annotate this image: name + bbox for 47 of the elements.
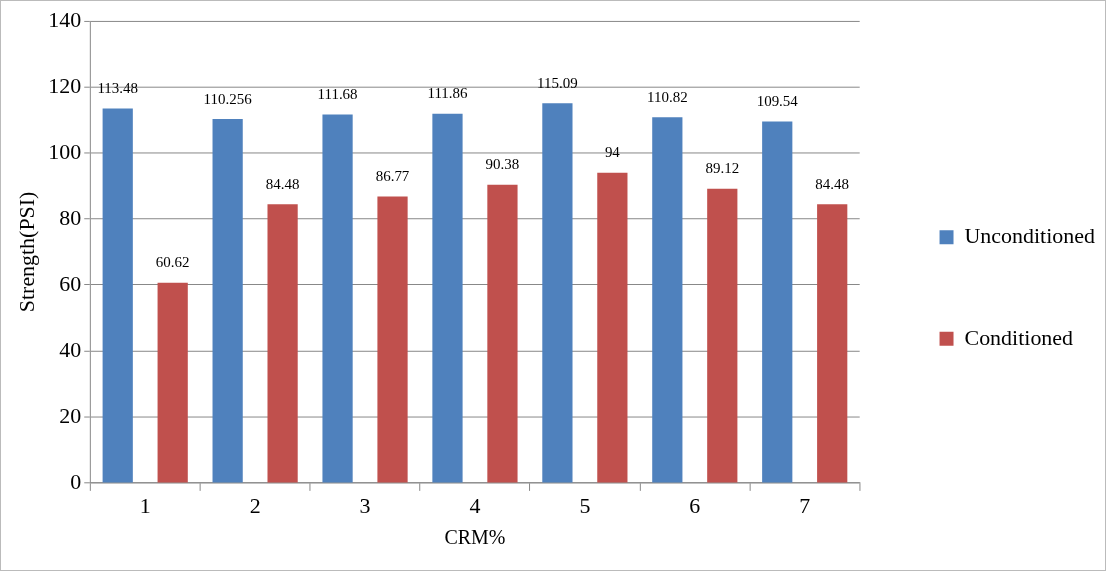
x-tick-label: 5 (579, 492, 591, 518)
y-tick-label: 0 (70, 468, 82, 494)
bar (542, 103, 573, 483)
bar (267, 204, 298, 483)
x-tick-label: 7 (799, 492, 811, 518)
bar (652, 117, 683, 483)
x-tick-label: 3 (359, 492, 371, 518)
legend-label: Conditioned (964, 324, 1074, 350)
data-label: 113.48 (97, 79, 139, 96)
y-tick-label: 140 (48, 6, 82, 32)
bar (707, 188, 738, 483)
data-label: 60.62 (155, 254, 190, 271)
data-label: 109.54 (756, 92, 799, 109)
y-tick-label: 60 (59, 270, 82, 296)
bar (487, 184, 518, 483)
x-tick-label: 6 (689, 492, 701, 518)
bar (597, 172, 628, 483)
bar (377, 196, 408, 483)
x-tick-label: 4 (469, 492, 481, 518)
bar (432, 113, 463, 483)
bar (322, 114, 353, 483)
bar (817, 204, 848, 483)
y-tick-label: 40 (59, 336, 82, 362)
data-label: 110.256 (203, 90, 253, 107)
data-label: 86.77 (375, 168, 410, 185)
y-tick-label: 100 (48, 138, 82, 164)
y-axis-title: Strength(PSI) (13, 191, 39, 313)
data-label: 90.38 (485, 156, 520, 173)
y-tick-label: 80 (59, 204, 82, 230)
data-label: 84.48 (265, 175, 300, 192)
bar (762, 121, 793, 483)
x-tick-label: 2 (249, 492, 261, 518)
data-label: 110.82 (647, 88, 688, 105)
data-label: 111.68 (317, 85, 358, 102)
data-label: 111.86 (427, 85, 469, 102)
y-tick-label: 120 (48, 72, 82, 98)
y-tick-label: 20 (59, 402, 82, 428)
x-tick-label: 1 (139, 492, 151, 518)
bar (157, 282, 188, 483)
bar (102, 108, 133, 483)
bar (212, 119, 243, 483)
x-axis-title: CRM% (444, 526, 506, 549)
legend-label: Unconditioned (964, 222, 1096, 248)
data-label: 84.48 (815, 175, 850, 192)
data-label: 94 (604, 144, 621, 161)
data-label: 115.09 (537, 74, 578, 91)
data-label: 89.12 (705, 160, 740, 177)
